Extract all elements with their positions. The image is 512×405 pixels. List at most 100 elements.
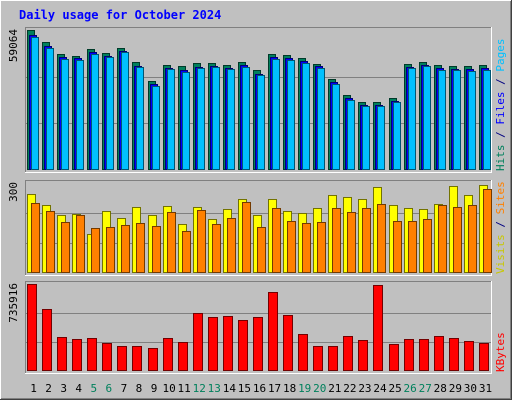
- pages-bar-day-4: [76, 60, 84, 170]
- sites-bar-day-2: [46, 211, 55, 273]
- legend-entry: Hits: [494, 145, 507, 172]
- kbytes-bar-day-19: [298, 334, 308, 371]
- legend-entry: Sites: [494, 181, 507, 214]
- pages-bar-day-2: [46, 48, 54, 170]
- day-label-13: 13: [208, 382, 221, 395]
- kbytes-bar-day-17: [268, 292, 278, 371]
- pages-bar-day-17: [272, 59, 280, 170]
- pages-bar-day-9: [152, 86, 160, 170]
- pages-bar-day-8: [136, 67, 144, 170]
- day-label-17: 17: [268, 382, 281, 395]
- sites-bar-day-24: [377, 204, 386, 273]
- day-label-8: 8: [136, 382, 143, 395]
- pages-bar-day-24: [377, 106, 385, 170]
- sites-bar-day-30: [468, 205, 477, 273]
- day-label-22: 22: [343, 382, 356, 395]
- sites-bar-day-11: [182, 231, 191, 273]
- sites-bar-day-6: [106, 227, 115, 273]
- sites-bar-day-1: [31, 203, 40, 273]
- legend-entry: Files: [494, 92, 507, 125]
- day-labels-layer: 1 2 3 4 5 6 7 8 9 10 11 12 13 14 15 16 17 18 19 20 21 22 23 24 2…: [30, 382, 492, 395]
- kbytes-bar-day-1: [27, 284, 37, 371]
- pages-bar-day-23: [362, 106, 370, 170]
- pages-bar-day-28: [438, 70, 446, 170]
- legend-entry: Pages: [494, 39, 507, 72]
- pages-bar-day-31: [483, 70, 491, 170]
- day-label-9: 9: [151, 382, 158, 395]
- day-label-5: 5: [90, 382, 97, 395]
- day-label-10: 10: [162, 382, 175, 395]
- day-label-6: 6: [106, 382, 113, 395]
- sites-bar-day-28: [438, 205, 447, 273]
- kbytes-bar-day-20: [313, 346, 323, 371]
- y-max-label: 59064: [7, 29, 20, 62]
- pages-bar-day-3: [61, 59, 69, 170]
- y-max-label: 735916: [7, 283, 20, 323]
- sites-bar-day-20: [317, 222, 326, 273]
- day-label-11: 11: [178, 382, 191, 395]
- kbytes-bar-day-14: [223, 316, 233, 371]
- pages-bar-day-14: [227, 69, 235, 170]
- day-label-25: 25: [388, 382, 401, 395]
- sites-bar-day-17: [272, 208, 281, 273]
- kbytes-bar-day-11: [178, 342, 188, 371]
- kbytes-bar-day-26: [404, 339, 414, 371]
- kbytes-bar-day-29: [449, 338, 459, 371]
- sites-bar-day-5: [91, 228, 100, 273]
- sites-bar-day-10: [167, 212, 176, 273]
- chart-title: Daily usage for October 2024: [19, 8, 221, 22]
- pages-bar-day-5: [91, 54, 99, 170]
- day-label-7: 7: [121, 382, 128, 395]
- kbytes-bar-day-5: [87, 338, 97, 371]
- kbytes-bar-day-22: [343, 336, 353, 371]
- day-label-19: 19: [298, 382, 311, 395]
- pages-bar-day-12: [197, 68, 205, 170]
- pages-bar-day-13: [212, 67, 220, 170]
- day-label-18: 18: [283, 382, 296, 395]
- day-label-27: 27: [419, 382, 432, 395]
- series-legend: KBytes: [494, 332, 507, 372]
- pages-bar-day-27: [423, 66, 431, 170]
- pages-bar-day-15: [242, 67, 250, 170]
- pages-bar-day-25: [393, 102, 401, 170]
- sites-bar-day-15: [242, 202, 251, 273]
- day-label-28: 28: [434, 382, 447, 395]
- kbytes-bar-day-8: [132, 346, 142, 371]
- sites-bar-day-14: [227, 218, 236, 273]
- pages-bar-day-6: [106, 57, 114, 170]
- sites-bar-day-23: [362, 208, 371, 273]
- kbytes-bar-day-3: [57, 337, 67, 371]
- day-label-30: 30: [464, 382, 477, 395]
- legend-entry: Visits: [494, 234, 507, 274]
- pages-bar-day-11: [182, 72, 190, 170]
- day-label-21: 21: [328, 382, 341, 395]
- day-label-24: 24: [373, 382, 387, 395]
- kbytes-bar-day-2: [42, 309, 52, 371]
- series-legend: Hits / Files / Pages: [494, 39, 507, 172]
- kbytes-bar-day-16: [253, 317, 263, 371]
- day-label-29: 29: [449, 382, 462, 395]
- day-label-1: 1: [30, 382, 37, 395]
- pages-bar-day-29: [453, 70, 461, 170]
- sites-bar-day-3: [61, 222, 70, 273]
- kbytes-bar-day-15: [238, 320, 248, 371]
- kbytes-bar-day-23: [358, 340, 368, 371]
- day-label-23: 23: [358, 382, 371, 395]
- legend-entry: /: [494, 72, 507, 92]
- y-max-label: 300: [7, 182, 20, 202]
- pages-bar-day-26: [408, 68, 416, 170]
- sites-bar-day-22: [347, 212, 356, 273]
- day-label-14: 14: [223, 382, 237, 395]
- kbytes-bar-day-21: [328, 346, 338, 371]
- sites-bar-day-25: [393, 221, 402, 273]
- sites-bar-day-27: [423, 219, 432, 273]
- pages-bar-day-1: [31, 37, 39, 170]
- kbytes-bar-day-10: [163, 338, 173, 371]
- sites-bar-day-26: [408, 221, 417, 273]
- sites-bar-day-29: [453, 207, 462, 273]
- day-label-12: 12: [193, 382, 206, 395]
- legend-entry: /: [494, 214, 507, 234]
- kbytes-bar-day-31: [479, 343, 489, 371]
